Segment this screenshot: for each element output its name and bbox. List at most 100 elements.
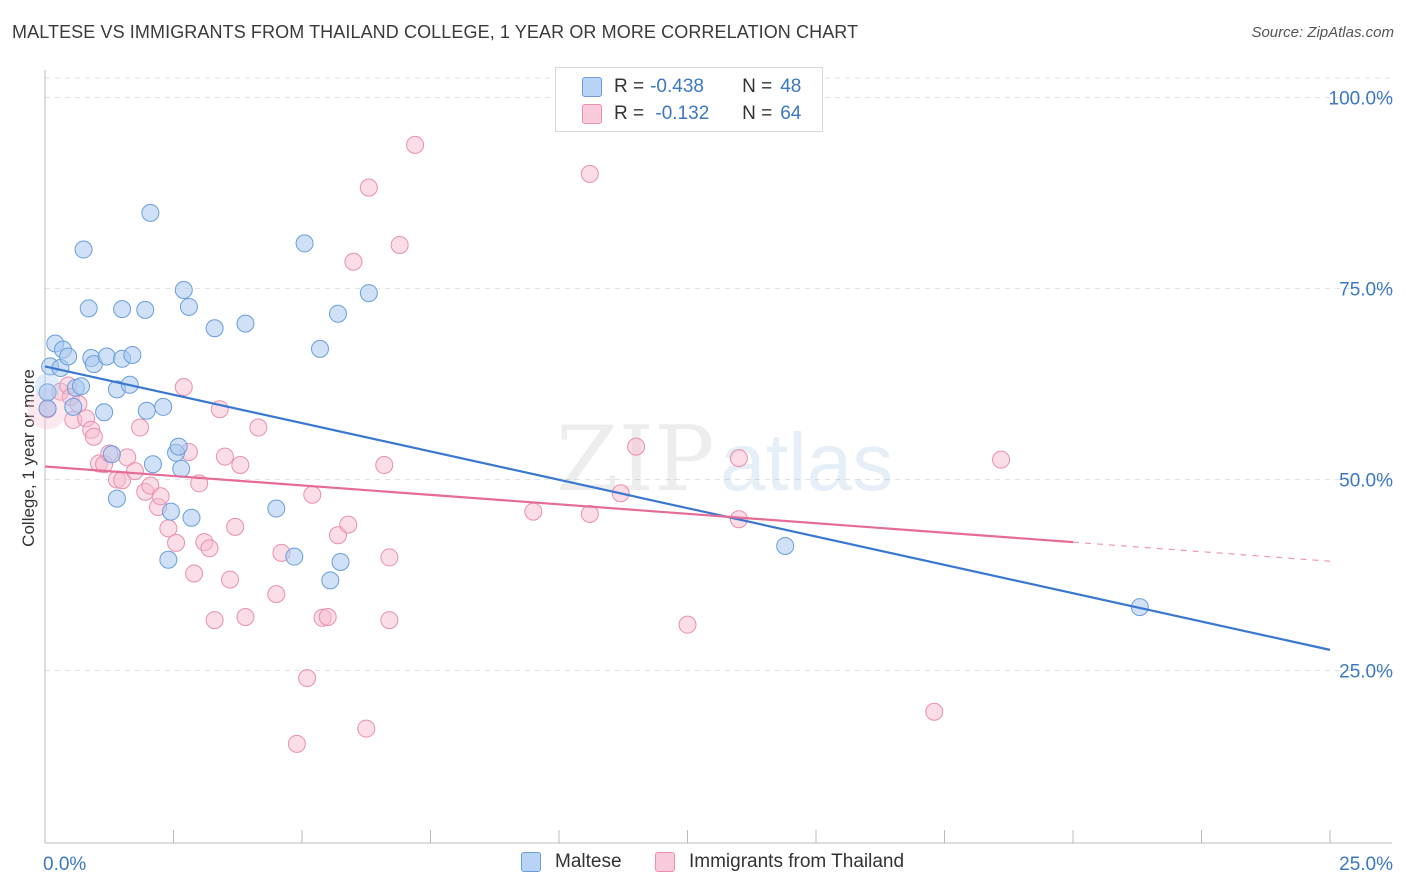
maltese-point [59, 347, 78, 366]
thailand-point [524, 502, 543, 521]
maltese-point [154, 397, 173, 416]
thailand-point [729, 449, 748, 468]
thailand-point [131, 418, 150, 437]
n-value: 64 [780, 103, 802, 124]
source-label: Source: ZipAtlas.com [1251, 24, 1394, 41]
thailand-point [215, 447, 234, 466]
legend-item-maltese: Maltese [521, 851, 622, 873]
maltese-point [113, 300, 132, 319]
tick-labels: 100.0% 75.0% 50.0% 25.0% 0.0% 25.0% [43, 89, 1393, 876]
series-legend: Maltese Immigrants from Thailand [0, 851, 1406, 877]
maltese-point [267, 499, 286, 518]
maltese-swatch [521, 852, 541, 872]
maltese-point [161, 502, 180, 521]
thailand-point [318, 608, 337, 627]
thailand-point [375, 455, 394, 474]
x-tick-label: 25.0% [1339, 854, 1393, 875]
y-tick-label: 75.0% [1339, 280, 1393, 301]
maltese-points [34, 203, 1149, 617]
maltese-point [79, 299, 98, 318]
maltese-point [179, 297, 198, 316]
y-tick-label: 50.0% [1339, 471, 1393, 492]
maltese-point [95, 403, 114, 422]
maltese-point [174, 281, 193, 300]
thailand-point [406, 135, 425, 154]
thailand-point [339, 515, 358, 534]
axes [44, 70, 1392, 844]
maltese-point [169, 437, 188, 456]
thailand-point [344, 252, 363, 271]
watermark: ZIP atlas [556, 407, 893, 512]
maltese-point [328, 304, 347, 323]
maltese-point [38, 399, 57, 418]
maltese-point [136, 300, 155, 319]
thailand-point [226, 517, 245, 536]
y-tick-label: 25.0% [1339, 662, 1393, 683]
thailand-point [174, 378, 193, 397]
r-value: -0.438 [650, 76, 704, 97]
thailand-point [200, 539, 219, 558]
maltese-point [107, 489, 126, 508]
legend-row-maltese: R = -0.438 N = 48 [556, 74, 801, 100]
thailand-point [287, 734, 306, 753]
maltese-point [159, 550, 178, 569]
thailand-point [678, 615, 697, 634]
thailand-point [580, 504, 599, 523]
thailand-point [221, 570, 240, 589]
thailand-point [357, 719, 376, 738]
thailand-point [627, 437, 646, 456]
thailand-point [992, 450, 1011, 469]
thailand-point [231, 455, 250, 474]
thailand-point [359, 178, 378, 197]
thailand-point [303, 485, 322, 504]
legend-label-thailand: Immigrants from Thailand [689, 851, 905, 872]
x-tick-label: 0.0% [43, 854, 86, 875]
maltese-point [74, 240, 93, 259]
maltese-point-cluster [34, 373, 61, 400]
thailand-point [167, 533, 186, 552]
n-label: N = [742, 76, 773, 97]
legend-row-thailand: R = -0.132 N = 64 [556, 101, 801, 127]
r-label: R = [614, 76, 645, 97]
maltese-point [182, 508, 201, 527]
maltese-point [321, 571, 340, 590]
maltese-point [123, 345, 142, 364]
y-tick-label: 100.0% [1329, 89, 1394, 110]
thailand-point [298, 669, 317, 688]
maltese-point [236, 314, 255, 333]
maltese-point [141, 203, 160, 222]
maltese-point [172, 459, 191, 478]
thailand-point [267, 585, 286, 604]
maltese-point [143, 455, 162, 474]
legend-label-maltese: Maltese [555, 851, 622, 872]
r-value: -0.132 [650, 103, 710, 124]
thailand-point [205, 611, 224, 630]
maltese-point [359, 284, 378, 303]
maltese-point [295, 234, 314, 253]
maltese-point [137, 401, 156, 420]
correlation-legend: R = -0.438 N = 48 R = -0.132 N = 64 [555, 67, 823, 132]
thailand-trend-extension [1072, 541, 1331, 562]
thailand-point [390, 235, 409, 254]
thailand-point [380, 611, 399, 630]
grid-lines [45, 77, 1392, 671]
r-label: R = [614, 103, 645, 124]
maltese-trend-line [44, 365, 1331, 651]
thailand-point [925, 702, 944, 721]
n-value: 48 [780, 76, 802, 97]
trend-lines [44, 365, 1331, 651]
maltese-point [776, 536, 795, 555]
watermark-zip: ZIP [556, 407, 715, 512]
thailand-point [580, 164, 599, 183]
maltese-point [71, 377, 90, 396]
thailand-trend-line [44, 465, 1074, 544]
maltese-point [310, 339, 329, 358]
thailand-point [185, 564, 204, 583]
maltese-point [205, 319, 224, 338]
maltese-point [331, 553, 350, 572]
thailand-point [151, 487, 170, 506]
n-label: N = [742, 103, 773, 124]
thailand-point [249, 418, 268, 437]
legend-item-thailand: Immigrants from Thailand [655, 851, 904, 873]
